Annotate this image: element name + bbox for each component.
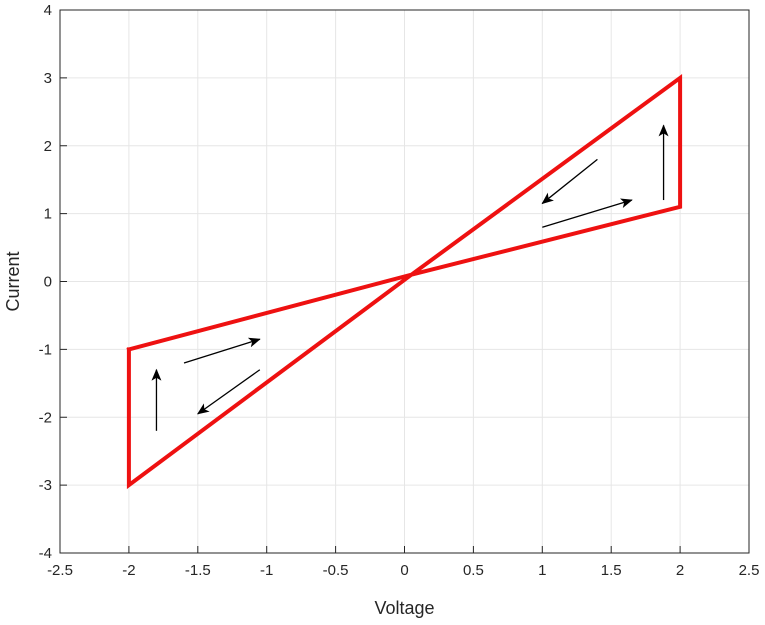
direction-arrow (196, 369, 261, 415)
x-tick-label: -2 (122, 562, 135, 579)
hysteresis-loop-line (126, 73, 683, 490)
x-tick-label: -0.5 (323, 562, 349, 579)
axis-ticks: -2.5 -2 -1.5 -1 -0.5 0 0.5 1 1.5 2 2.5 -4 -3 -2 -1 0 1 2 3… (39, 2, 760, 579)
series-layer (126, 73, 683, 490)
x-tick-label: 1 (538, 562, 546, 579)
y-tick-label: 4 (44, 2, 52, 19)
direction-arrow (541, 158, 598, 205)
x-tick-label: -1.5 (185, 562, 211, 579)
y-tick-label: -4 (39, 545, 52, 562)
y-axis-label: Current (3, 251, 23, 311)
x-tick-label: 2.5 (739, 562, 760, 579)
y-tick-label: 3 (44, 70, 52, 87)
x-tick-label: 2 (676, 562, 684, 579)
x-tick-label: -2.5 (47, 562, 73, 579)
y-tick-label: 1 (44, 206, 52, 223)
y-tick-label: -2 (39, 409, 52, 426)
y-tick-label: 2 (44, 138, 52, 155)
x-tick-label: -1 (260, 562, 273, 579)
direction-arrow (542, 198, 633, 228)
x-axis-label: Voltage (374, 598, 434, 618)
y-tick-label: -1 (39, 341, 52, 358)
y-tick-label: -3 (39, 477, 52, 494)
x-tick-label: 1.5 (601, 562, 622, 579)
y-tick-label: 0 (44, 274, 52, 291)
x-tick-label: 0 (400, 562, 408, 579)
direction-arrow (183, 337, 261, 364)
x-tick-label: 0.5 (463, 562, 484, 579)
annotation-arrows (151, 124, 669, 431)
